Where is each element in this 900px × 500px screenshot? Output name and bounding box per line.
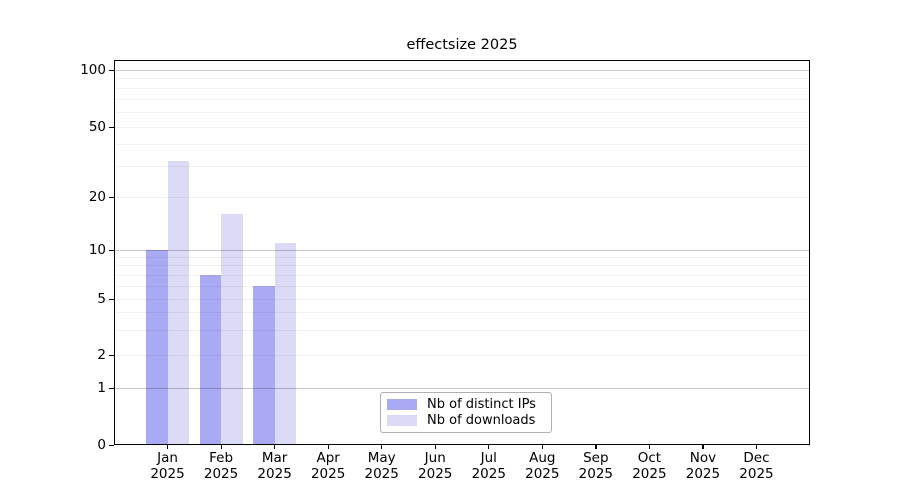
gridline-minor-4 bbox=[115, 312, 809, 314]
bar-downloads-mar bbox=[274, 242, 297, 444]
y-tick-label-5: 5 bbox=[97, 291, 106, 307]
bar-distinct-ips-mar bbox=[253, 286, 275, 444]
x-tick-jun bbox=[434, 445, 436, 449]
bar-distinct-ips-jan bbox=[146, 250, 168, 444]
legend-swatch-distinct-ips bbox=[387, 399, 417, 411]
gridline-minor-6 bbox=[115, 285, 809, 287]
x-tick-label-dec: Dec 2025 bbox=[739, 450, 774, 482]
chart-title: effectsize 2025 bbox=[406, 37, 518, 53]
x-tick-label-jan: Jan 2025 bbox=[150, 450, 185, 482]
gridline-minor-2 bbox=[115, 354, 809, 356]
x-tick-feb bbox=[220, 445, 222, 449]
gridline-major-1 bbox=[115, 387, 809, 389]
gridline-minor-3 bbox=[115, 329, 809, 331]
x-tick-label-mar: Mar 2025 bbox=[257, 450, 292, 482]
gridline-minor-5 bbox=[115, 298, 809, 300]
x-tick-nov bbox=[702, 445, 704, 449]
legend-label-distinct-ips: Nb of distinct IPs bbox=[427, 397, 536, 413]
x-tick-label-may: May 2025 bbox=[364, 450, 399, 482]
y-tick-0 bbox=[109, 444, 114, 446]
x-tick-aug bbox=[541, 445, 543, 449]
y-tick-label-50: 50 bbox=[88, 119, 106, 135]
x-tick-label-jul: Jul 2025 bbox=[471, 450, 506, 482]
legend-label-downloads: Nb of downloads bbox=[427, 412, 536, 428]
bar-downloads-feb bbox=[221, 214, 243, 444]
gridline-minor-7 bbox=[115, 274, 809, 276]
gridline-minor-60 bbox=[115, 111, 809, 113]
bar-downloads-jan bbox=[167, 161, 190, 444]
x-tick-jul bbox=[488, 445, 490, 449]
legend-item-downloads: Nb of downloads bbox=[387, 413, 545, 429]
bar-distinct-ips-feb bbox=[199, 275, 222, 444]
gridline-minor-40 bbox=[115, 143, 809, 145]
y-tick-10 bbox=[109, 249, 114, 251]
x-tick-oct bbox=[648, 445, 651, 449]
x-tick-label-oct: Oct 2025 bbox=[632, 450, 667, 482]
gridline-minor-80 bbox=[115, 87, 809, 89]
gridline-minor-90 bbox=[115, 78, 809, 80]
gridline-minor-30 bbox=[115, 165, 809, 167]
x-tick-may bbox=[381, 445, 383, 449]
y-tick-label-20: 20 bbox=[88, 189, 106, 205]
y-tick-label-0: 0 bbox=[97, 437, 106, 453]
gridline-minor-9 bbox=[115, 256, 809, 258]
y-tick-label-1: 1 bbox=[97, 380, 106, 396]
y-tick-2 bbox=[109, 354, 114, 356]
x-tick-apr bbox=[327, 445, 329, 449]
x-tick-label-nov: Nov 2025 bbox=[685, 450, 721, 482]
gridline-minor-50 bbox=[115, 126, 809, 128]
x-tick-label-feb: Feb 2025 bbox=[203, 450, 239, 482]
x-tick-label-jun: Jun 2025 bbox=[418, 450, 453, 482]
x-tick-label-aug: Aug 2025 bbox=[525, 450, 560, 482]
y-tick-1 bbox=[109, 387, 114, 389]
y-tick-label-100: 100 bbox=[80, 62, 106, 78]
y-tick-50 bbox=[109, 126, 114, 128]
x-tick-sep bbox=[595, 445, 597, 449]
y-tick-label-10: 10 bbox=[88, 242, 106, 258]
gridline-minor-20 bbox=[115, 196, 809, 198]
x-tick-dec bbox=[755, 445, 758, 449]
plot-frame bbox=[114, 60, 810, 445]
x-tick-jan bbox=[167, 445, 169, 449]
x-tick-label-apr: Apr 2025 bbox=[310, 450, 346, 482]
x-tick-mar bbox=[274, 445, 276, 449]
y-tick-5 bbox=[109, 298, 114, 300]
x-tick-label-sep: Sep 2025 bbox=[578, 450, 614, 482]
y-tick-100 bbox=[109, 69, 114, 71]
y-tick-20 bbox=[109, 196, 114, 198]
gridline-major-100 bbox=[115, 69, 809, 71]
y-tick-label-2: 2 bbox=[97, 347, 106, 363]
legend-swatch-downloads bbox=[387, 414, 417, 426]
legend-item-distinct-ips: Nb of distinct IPs bbox=[387, 397, 545, 413]
gridline-minor-8 bbox=[115, 265, 809, 267]
gridline-minor-70 bbox=[115, 98, 809, 100]
legend: Nb of distinct IPs Nb of downloads bbox=[380, 392, 552, 433]
gridline-major-10 bbox=[115, 249, 809, 251]
